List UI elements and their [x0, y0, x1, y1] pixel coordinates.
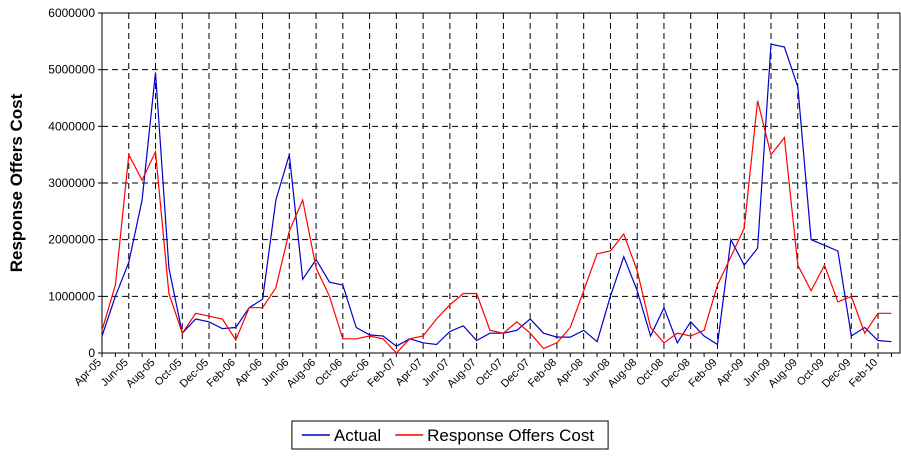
x-tick-label: Dec-05: [178, 357, 212, 391]
x-tick-label: Dec-09: [820, 357, 854, 391]
legend: Actual Response Offers Cost: [291, 420, 609, 450]
x-tick-label: Feb-09: [686, 357, 719, 390]
y-axis-label: Response Offers Cost: [7, 93, 26, 272]
x-tick-label: Apr-08: [554, 357, 586, 389]
x-tick-label: Dec-07: [499, 357, 533, 391]
x-tick-label: Aug-09: [766, 357, 800, 391]
x-tick-label: Aug-05: [124, 357, 158, 391]
line-series: [101, 100, 892, 354]
y-tick-label: 2000000: [48, 233, 95, 247]
line-series: [101, 43, 892, 347]
legend-label: Response Offers Cost: [427, 426, 594, 445]
x-tick-label: Aug-08: [606, 357, 640, 391]
legend-box: [291, 420, 609, 450]
plot-area: [101, 12, 901, 354]
y-tick-label: 5000000: [48, 63, 95, 77]
y-tick-label: 0: [88, 346, 95, 360]
x-tick-label: Dec-06: [338, 357, 372, 391]
x-tick-label: Feb-06: [205, 357, 238, 390]
y-tick-label: 3000000: [48, 176, 95, 190]
x-tick-label: Apr-06: [233, 357, 265, 389]
legend-label: Actual: [334, 426, 381, 445]
y-tick-label: 4000000: [48, 119, 95, 133]
y-tick-label: 6000000: [48, 6, 95, 20]
x-tick-label: Feb-10: [847, 357, 880, 390]
x-tick-label: Dec-08: [659, 357, 693, 391]
x-tick-label: Aug-07: [445, 357, 479, 391]
x-tick-label: Apr-05: [72, 357, 104, 389]
x-tick-label: Feb-08: [526, 357, 559, 390]
x-tick-label: Feb-07: [365, 357, 398, 390]
x-tick-label: Apr-07: [393, 357, 425, 389]
x-tick-label: Apr-09: [715, 357, 747, 389]
y-tick-label: 1000000: [48, 289, 95, 303]
x-tick-label: Aug-06: [285, 357, 319, 391]
